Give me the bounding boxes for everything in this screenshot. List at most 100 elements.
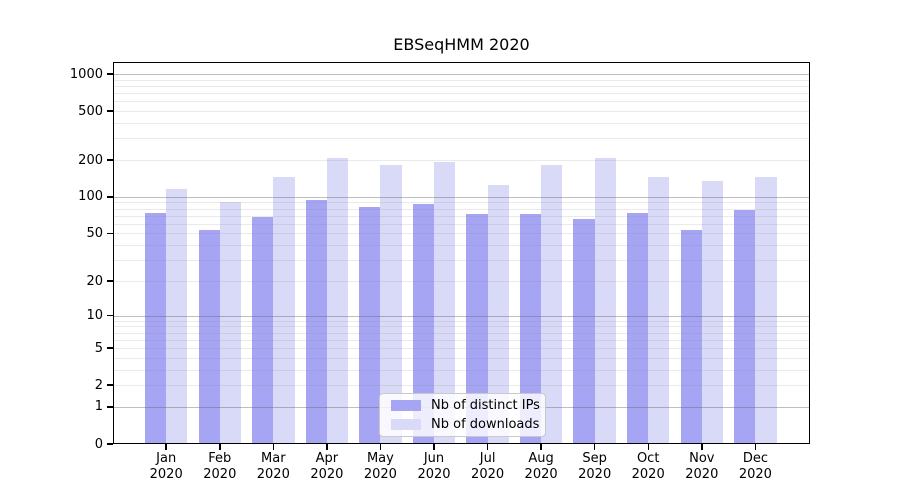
x-tick-label-year: 2020 xyxy=(578,467,612,482)
bar-distinct-ips xyxy=(305,199,327,444)
x-tick-label-year: 2020 xyxy=(471,467,505,482)
x-tick-label: Apr 2020 xyxy=(295,451,359,483)
bar-distinct-ips xyxy=(252,216,274,444)
x-tick-label-month: Sep xyxy=(582,451,607,466)
y-tick xyxy=(107,159,113,161)
x-tick xyxy=(701,444,703,450)
gridline-minor xyxy=(113,223,810,225)
y-tick-label: 20 xyxy=(86,273,103,289)
bar-downloads xyxy=(541,165,563,444)
x-tick xyxy=(326,444,328,450)
x-tick xyxy=(379,444,382,450)
x-tick-label: May 2020 xyxy=(348,451,412,483)
legend-entry-downloads: Nb of downloads xyxy=(391,417,545,432)
legend-label-distinct-ips: Nb of distinct IPs xyxy=(431,398,540,413)
legend-swatch-distinct-ips xyxy=(391,400,421,411)
bar-downloads xyxy=(273,176,295,444)
legend-swatch-downloads xyxy=(391,419,421,430)
legend-label-downloads: Nb of downloads xyxy=(431,417,540,432)
x-tick-label-year: 2020 xyxy=(310,467,344,482)
gridline-major xyxy=(113,196,810,198)
bar-distinct-ips xyxy=(412,203,434,444)
x-tick xyxy=(647,444,649,450)
x-tick-label: Jun 2020 xyxy=(402,451,466,483)
x-tick-label-month: Aug xyxy=(528,451,554,466)
bar-distinct-ips xyxy=(573,218,595,444)
bar-downloads xyxy=(648,176,670,444)
x-tick-label: Jan 2020 xyxy=(134,451,198,483)
gridline-minor xyxy=(113,138,810,140)
x-tick-label-month: Oct xyxy=(636,451,660,466)
y-tick-label: 500 xyxy=(78,103,103,119)
x-tick-label-year: 2020 xyxy=(149,467,183,482)
x-tick-label: Dec 2020 xyxy=(723,451,787,483)
gridline-minor xyxy=(113,101,810,103)
y-tick xyxy=(107,347,113,349)
gridline-minor xyxy=(113,245,810,247)
gridline-minor xyxy=(113,348,810,349)
x-tick-label: Oct 2020 xyxy=(616,451,680,483)
x-tick xyxy=(219,444,221,450)
x-tick-label-year: 2020 xyxy=(256,467,290,482)
y-tick-label: 100 xyxy=(78,189,103,205)
y-tick-label: 1000 xyxy=(69,66,103,82)
gridline-minor xyxy=(113,93,810,95)
y-tick xyxy=(107,232,113,235)
y-tick-label: 2 xyxy=(94,377,103,393)
y-tick xyxy=(107,280,113,282)
bar-downloads xyxy=(701,180,724,444)
gridline-minor xyxy=(113,123,810,124)
bar-distinct-ips xyxy=(466,213,488,444)
bar-downloads xyxy=(434,161,456,444)
gridline-minor xyxy=(113,357,810,359)
bar-downloads xyxy=(594,158,616,444)
gridline-minor xyxy=(113,260,810,262)
x-tick-label-month: May xyxy=(366,451,394,466)
x-tick-label-month: Apr xyxy=(315,451,339,466)
x-tick xyxy=(486,444,489,450)
x-tick xyxy=(272,444,275,450)
y-tick xyxy=(107,73,113,75)
y-tick-label: 1 xyxy=(94,399,103,415)
x-tick-label-month: Dec xyxy=(742,451,768,466)
gridline-minor xyxy=(113,215,810,217)
x-tick-label-year: 2020 xyxy=(417,467,451,482)
gridline-minor xyxy=(113,339,810,341)
legend: Nb of distinct IPs Nb of downloads xyxy=(379,393,546,437)
bar-downloads xyxy=(326,158,349,444)
y-tick-label: 5 xyxy=(94,340,103,356)
x-tick-label: Jul 2020 xyxy=(456,451,520,483)
gridline-minor xyxy=(113,202,810,204)
x-tick-label-year: 2020 xyxy=(203,467,237,482)
bar-downloads xyxy=(487,184,509,444)
bar-downloads xyxy=(380,165,402,444)
bar-distinct-ips xyxy=(198,230,220,444)
gridline-minor xyxy=(113,332,810,334)
x-tick-label-month: Nov xyxy=(689,451,715,466)
x-tick-label: Nov 2020 xyxy=(670,451,734,483)
x-tick xyxy=(754,444,757,450)
gridline-minor xyxy=(113,86,810,87)
bar-distinct-ips xyxy=(144,212,167,444)
y-tick xyxy=(107,384,113,386)
x-tick xyxy=(593,444,596,450)
bar-downloads xyxy=(219,201,242,444)
x-tick-label-year: 2020 xyxy=(363,467,397,482)
x-tick-label-month: Jan xyxy=(156,451,177,466)
x-tick-label-month: Jun xyxy=(423,451,445,466)
gridline-minor xyxy=(113,233,810,235)
x-tick-label: Aug 2020 xyxy=(509,451,573,483)
x-tick xyxy=(540,444,542,450)
x-tick-label-month: Feb xyxy=(208,451,232,466)
y-tick xyxy=(107,443,113,445)
gridline-minor xyxy=(113,369,810,371)
gridline-major xyxy=(113,74,810,75)
gridline-minor xyxy=(113,385,810,387)
bar-distinct-ips xyxy=(626,212,649,444)
x-tick-label-year: 2020 xyxy=(631,467,665,482)
x-tick-label: Sep 2020 xyxy=(563,451,627,483)
gridline-minor xyxy=(113,326,810,328)
y-tick-label: 50 xyxy=(86,225,103,241)
y-tick-label: 200 xyxy=(78,152,103,168)
